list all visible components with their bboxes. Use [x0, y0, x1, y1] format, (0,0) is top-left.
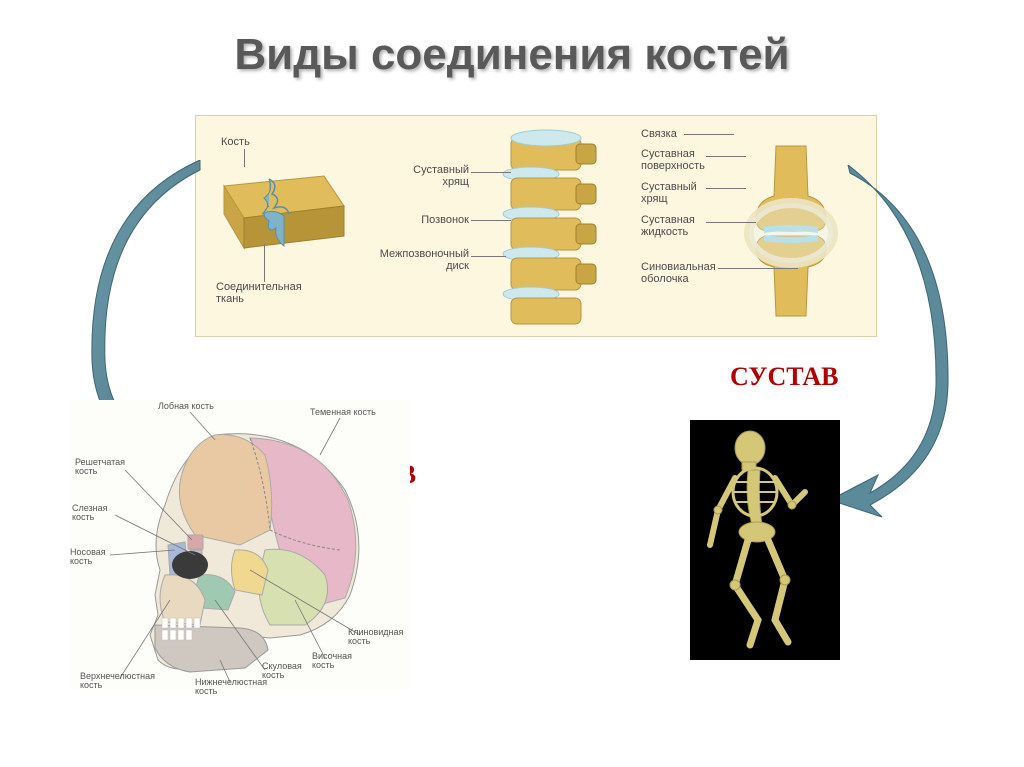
label-sustav: СУСТАВ — [730, 362, 838, 392]
label-kost: Кость — [221, 136, 250, 148]
spine-diagram — [476, 126, 616, 326]
label-pozvonok: Позвонок — [414, 214, 469, 226]
label-sleznaya: Слезная кость — [72, 504, 108, 522]
leader-line — [718, 268, 798, 269]
bone-joint-types-diagram: Кость Соединительная ткань — [195, 115, 877, 337]
leader-line — [706, 156, 746, 157]
label-visochnaya: Височная кость — [312, 652, 352, 670]
label-verh: Верхнечелюстная кость — [80, 672, 155, 690]
leader-line — [471, 172, 511, 173]
arrow-right — [830, 165, 980, 535]
skull-diagram-panel: Лобная кость Теменная кость Решетчатая к… — [70, 400, 410, 690]
label-nosovaya: Носовая кость — [70, 548, 106, 566]
label-svyazka: Связка — [641, 128, 677, 140]
label-temennaya: Теменная кость — [310, 408, 376, 417]
label-disk: Межпозвоночный диск — [374, 248, 469, 272]
label-skulovaya: Скуловая кость — [262, 662, 302, 680]
skeleton-panel — [690, 420, 840, 660]
leader-line — [264, 244, 265, 282]
label-sust-pov: Суставная поверхность — [641, 148, 705, 172]
leader-line — [706, 222, 756, 223]
label-membrane: Синовиальная оболочка — [641, 261, 716, 285]
leader-line — [706, 188, 746, 189]
page-title: Виды соединения костей — [0, 30, 1024, 80]
label-reshetch: Решетчатая кость — [75, 458, 125, 476]
label-nizh: Нижнечелюстная кость — [195, 678, 267, 696]
label-klinov: Клиновидная кость — [348, 628, 403, 646]
leader-line — [684, 134, 734, 135]
label-lobnaya: Лобная кость — [158, 402, 214, 411]
label-sust-hryasch: Суставный хрящ — [391, 164, 469, 188]
label-sust-hryasch2: Суставный хрящ — [641, 181, 697, 205]
leader-line — [471, 256, 506, 257]
label-fluid: Суставная жидкость — [641, 214, 695, 238]
leader-line — [471, 220, 511, 221]
